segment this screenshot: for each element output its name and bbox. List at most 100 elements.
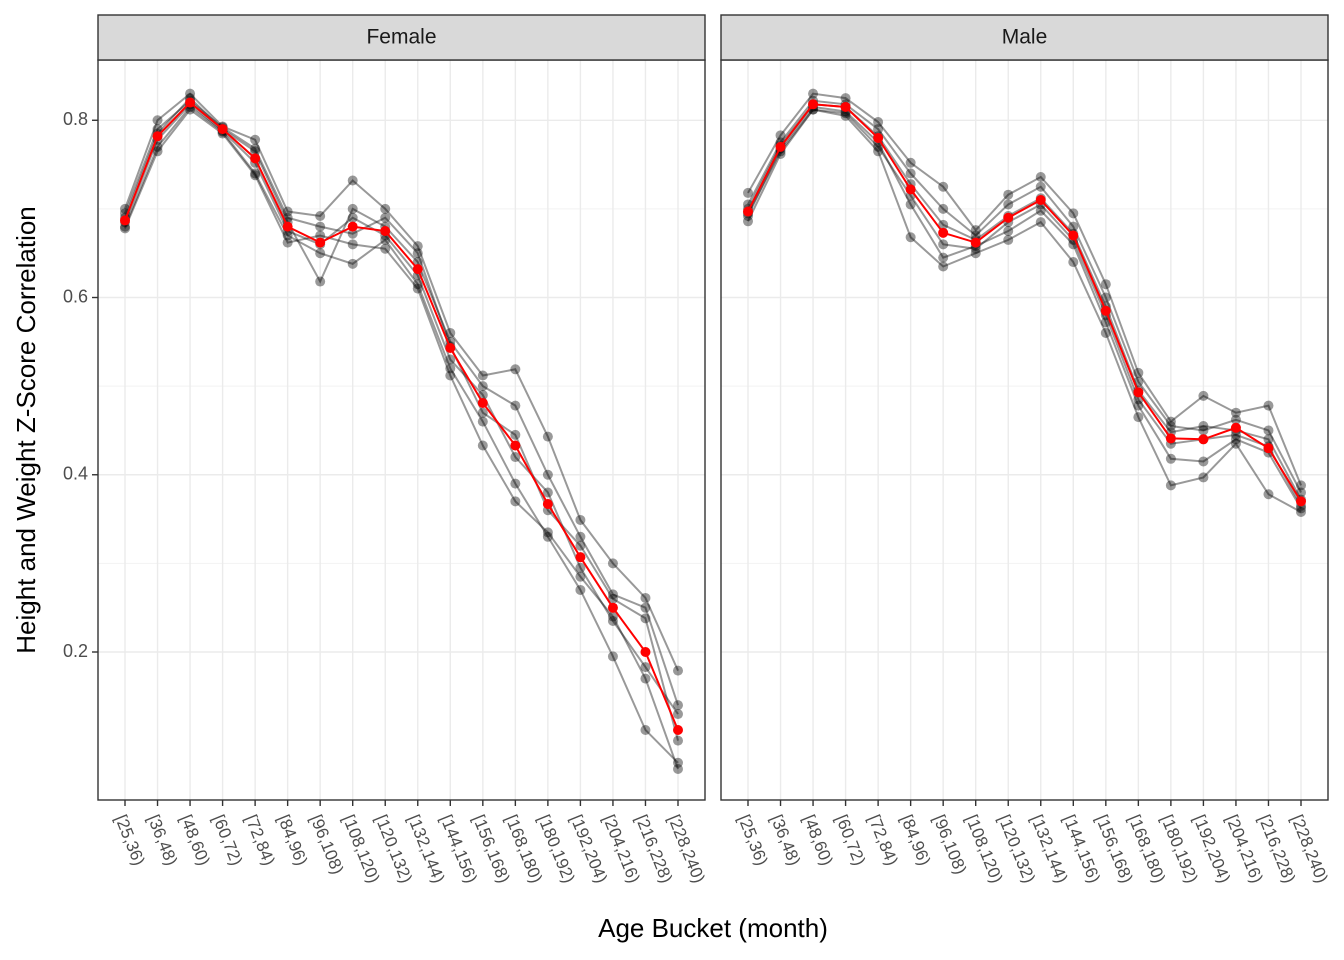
series-line	[747, 92, 1302, 486]
data-point	[1198, 421, 1209, 432]
data-point	[412, 248, 423, 259]
x-tick-label: [72,84)	[864, 812, 901, 868]
data-point	[315, 221, 326, 232]
data-point	[1003, 199, 1014, 210]
series-line	[747, 108, 1302, 507]
strip-label: Male	[1002, 26, 1048, 49]
data-point	[607, 589, 618, 600]
data-point	[1035, 181, 1046, 192]
data-point	[445, 327, 456, 338]
data-point	[445, 363, 456, 374]
data-point	[673, 757, 683, 768]
data-point	[315, 210, 326, 221]
data-point	[217, 124, 228, 135]
data-point	[1230, 434, 1241, 445]
data-point	[152, 115, 163, 126]
data-point	[1035, 171, 1046, 182]
data-point	[315, 230, 326, 241]
y-tick-label: 0.2	[63, 641, 88, 661]
data-point	[673, 735, 683, 746]
data-point	[542, 469, 553, 480]
data-point	[542, 531, 553, 542]
data-point	[1230, 429, 1241, 440]
data-point	[1230, 407, 1241, 418]
data-point	[938, 181, 949, 192]
series-line	[124, 108, 679, 770]
data-point	[938, 252, 949, 263]
data-point	[575, 531, 586, 542]
x-axis-title: Age Bucket (month)	[598, 913, 828, 943]
data-point	[445, 354, 456, 365]
data-point	[1296, 503, 1306, 514]
data-point	[607, 593, 618, 604]
data-point	[873, 124, 884, 135]
data-point	[905, 184, 916, 195]
data-point	[477, 397, 488, 408]
data-point	[970, 230, 981, 241]
data-point	[1003, 226, 1014, 237]
data-point	[250, 170, 261, 181]
data-point	[510, 452, 521, 463]
data-point	[1068, 230, 1079, 241]
data-point	[1165, 421, 1176, 432]
data-point	[1035, 205, 1046, 216]
data-point	[1003, 212, 1014, 223]
data-point	[510, 440, 521, 451]
data-point	[380, 234, 391, 245]
data-point	[640, 602, 651, 613]
data-point	[673, 763, 683, 774]
data-point	[640, 673, 651, 684]
data-point	[1198, 472, 1209, 483]
x-tick-label: [36,48)	[767, 812, 804, 868]
data-point	[1133, 412, 1144, 423]
data-point	[1003, 189, 1014, 200]
series-line	[124, 102, 679, 715]
data-point	[347, 212, 358, 223]
x-tick-label: [36,48)	[144, 812, 181, 868]
data-point	[640, 592, 651, 603]
x-tick-label: [25,36)	[734, 812, 771, 868]
data-point	[575, 562, 586, 573]
data-point	[1198, 456, 1209, 467]
data-point	[185, 88, 196, 99]
data-point	[873, 141, 884, 152]
series-line	[747, 105, 1302, 509]
data-point	[315, 248, 326, 259]
data-point	[808, 88, 819, 99]
data-point	[607, 558, 618, 569]
data-point	[315, 276, 326, 287]
data-point	[575, 584, 586, 595]
data-point	[840, 93, 851, 104]
data-point	[510, 364, 521, 375]
data-point	[282, 221, 293, 232]
data-point	[905, 199, 916, 210]
data-point	[1198, 425, 1209, 436]
series-line	[124, 99, 679, 741]
data-point	[673, 700, 683, 711]
data-point	[347, 203, 358, 214]
data-point	[970, 248, 981, 259]
data-point	[743, 206, 753, 217]
data-point	[1133, 400, 1144, 411]
data-point	[412, 241, 423, 252]
x-tick-label: [72,84)	[241, 812, 278, 868]
x-tick-label: [60,72)	[209, 812, 246, 868]
data-point	[1100, 317, 1111, 328]
data-point	[938, 227, 949, 238]
data-point	[1296, 496, 1306, 507]
x-tick-label: [84,96)	[897, 812, 934, 868]
series-line	[747, 99, 1302, 493]
data-point	[1165, 416, 1176, 427]
data-point	[1263, 443, 1274, 454]
strip	[97, 14, 706, 61]
data-point	[412, 257, 423, 268]
series-line	[124, 92, 679, 672]
data-point	[1100, 305, 1111, 316]
data-point	[938, 239, 949, 250]
data-point	[1230, 414, 1241, 425]
data-point	[1035, 217, 1046, 228]
data-point	[185, 104, 196, 115]
data-point	[1165, 480, 1176, 491]
data-point	[120, 223, 130, 234]
data-point	[1133, 387, 1144, 398]
